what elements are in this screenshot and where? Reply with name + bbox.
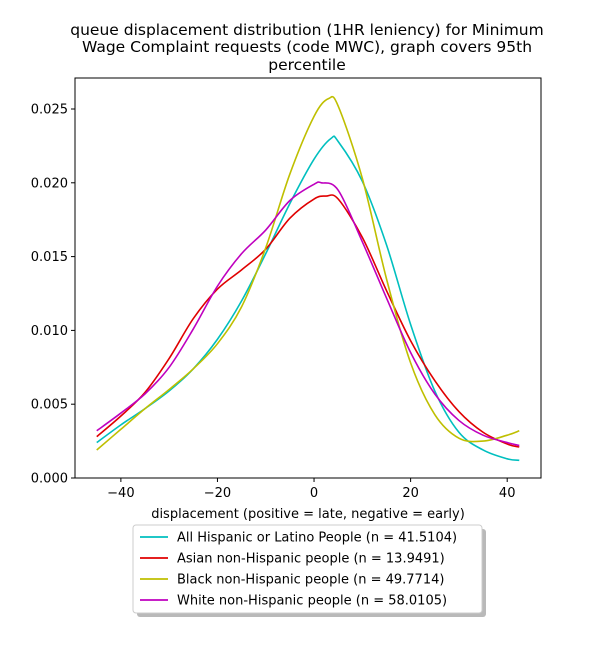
title-line-2: Wage Complaint requests (code MWC), grap… (82, 38, 532, 56)
x-tick-label: 20 (402, 486, 419, 501)
series-line-4 (96, 181, 520, 447)
x-tick-label: 0 (310, 486, 318, 501)
y-tick-label: 0.015 (31, 250, 68, 265)
series-layer (96, 95, 520, 462)
legend-label-2: Asian non-Hispanic people (n = 13.9491) (177, 552, 445, 567)
chart-title: queue displacement distribution (1HR len… (70, 21, 543, 74)
x-tick-label: −20 (204, 486, 231, 501)
series-line-3 (96, 95, 520, 451)
legend-entries: All Hispanic or Latino People (n = 41.51… (140, 531, 457, 609)
y-axis-ticks: 0.000 0.005 0.010 0.015 0.020 0.025 (31, 102, 75, 487)
x-axis-ticks: −40 −20 0 20 40 (107, 478, 515, 501)
legend: All Hispanic or Latino People (n = 41.51… (132, 524, 486, 617)
legend-label-4: White non-Hispanic people (n = 58.0105) (177, 594, 447, 609)
legend-label-3: Black non-Hispanic people (n = 49.7714) (177, 573, 444, 588)
y-tick-label: 0.025 (31, 102, 68, 117)
series-line-1 (96, 135, 520, 462)
plot-frame (74, 77, 542, 479)
y-tick-label: 0.020 (31, 176, 68, 191)
x-tick-label: −40 (107, 486, 134, 501)
x-tick-label: 40 (499, 486, 516, 501)
title-line-3: percentile (268, 56, 346, 74)
legend-box (132, 524, 483, 614)
y-tick-label: 0.000 (31, 472, 68, 487)
series-line-2 (96, 194, 520, 448)
y-tick-label: 0.005 (31, 398, 68, 413)
x-axis-label: displacement (positive = late, negative … (151, 507, 465, 522)
title-line-1: queue displacement distribution (1HR len… (70, 21, 543, 39)
legend-label-1: All Hispanic or Latino People (n = 41.51… (177, 531, 457, 546)
y-tick-label: 0.010 (31, 324, 68, 339)
